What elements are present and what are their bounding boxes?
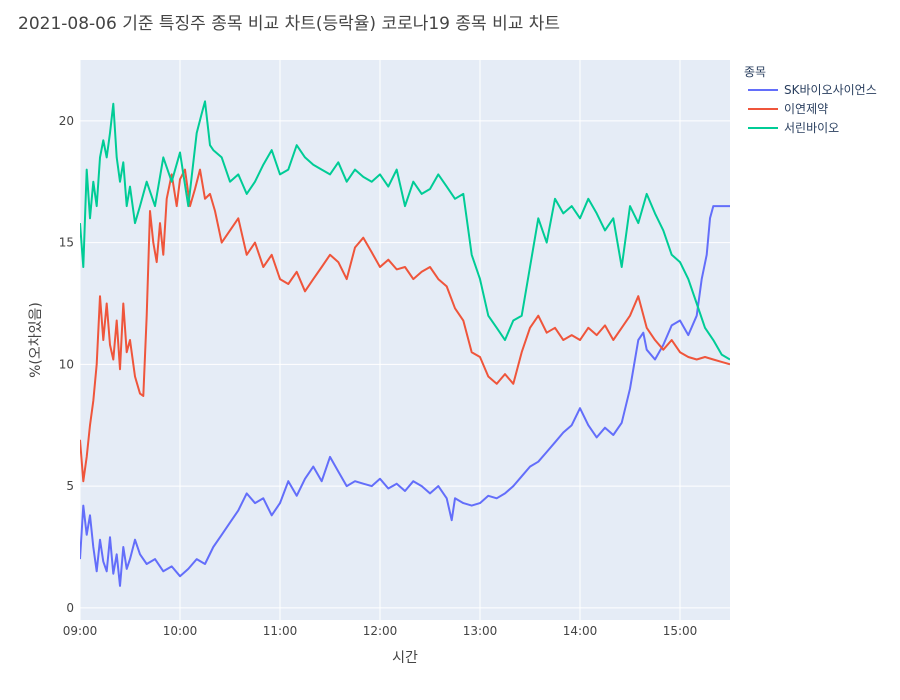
y-tick-label: 15 xyxy=(59,236,74,250)
x-tick-label: 14:00 xyxy=(563,624,598,638)
legend-title: 종목 xyxy=(744,65,766,79)
x-tick-label: 15:00 xyxy=(663,624,698,638)
series-line xyxy=(80,168,730,483)
plot-area xyxy=(80,60,730,620)
legend-item-label: SK바이오사이언스 xyxy=(784,83,877,97)
x-tick-label: 10:00 xyxy=(163,624,198,638)
legend-item-label: 이연제약 xyxy=(784,101,828,116)
y-tick-label: 5 xyxy=(66,479,74,493)
y-tick-label: 10 xyxy=(59,357,74,371)
x-axis-label: 시간 xyxy=(392,650,418,666)
y-tick-label: 0 xyxy=(66,601,74,615)
series-lines xyxy=(80,100,730,587)
chart-title: 2021-08-06 기준 특징주 종목 비교 차트(등락율) 코로나19 종목… xyxy=(18,14,560,34)
y-tick-label: 20 xyxy=(59,114,74,128)
series-line xyxy=(80,100,730,361)
x-tick-label: 09:00 xyxy=(63,624,98,638)
gridlines xyxy=(79,60,730,620)
legend-item-label: 서린바이오 xyxy=(784,121,839,135)
series-line xyxy=(80,205,730,587)
x-tick-label: 11:00 xyxy=(263,624,298,638)
axis-ticks: 0 5 10 15 20 09:00 10:00 11:00 12:00 13:00 14:00 15… xyxy=(59,114,698,638)
x-tick-label: 12:00 xyxy=(363,624,398,638)
x-tick-label: 13:00 xyxy=(463,624,498,638)
y-axis-label: %(오차있음) xyxy=(28,302,44,378)
